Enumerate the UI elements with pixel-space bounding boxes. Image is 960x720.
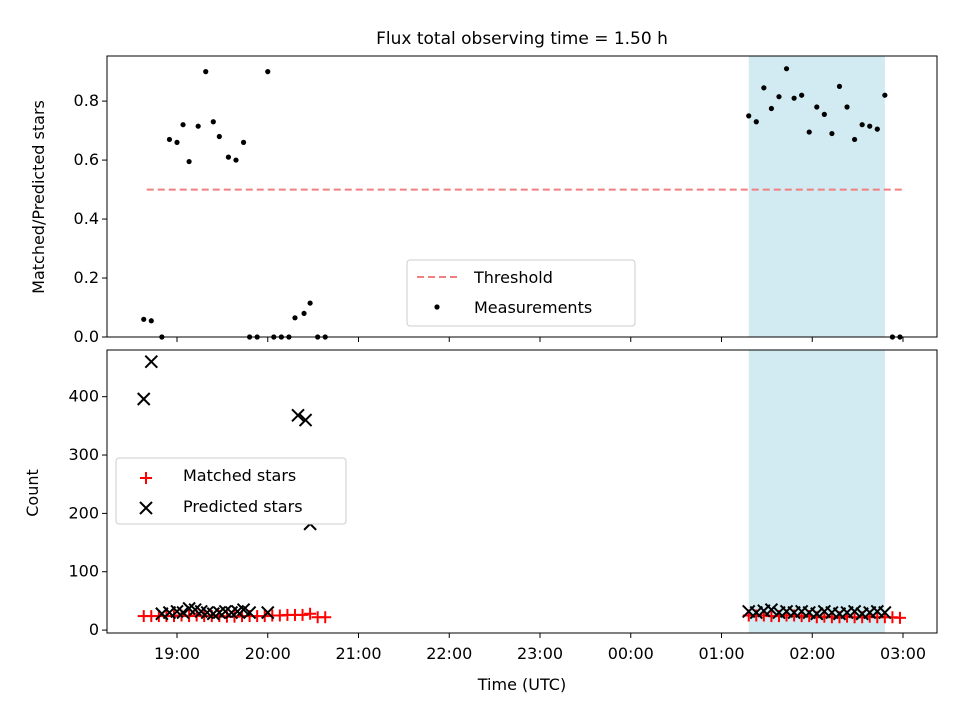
x-tick-label: 20:00 — [245, 644, 291, 663]
top-legend: Threshold Measurements — [406, 259, 636, 327]
legend-measurements-swatch — [434, 304, 440, 310]
measurement-point — [806, 129, 812, 135]
matched-star-point — [304, 607, 317, 620]
measurement-point — [821, 111, 827, 117]
x-axis-label: Time (UTC) — [477, 675, 566, 694]
measurement-point — [180, 122, 186, 128]
x-tick-label: 01:00 — [698, 644, 744, 663]
measurement-point — [186, 158, 192, 165]
measurement-point — [768, 105, 775, 112]
predicted-stars-series — [137, 354, 892, 621]
matched-star-point — [893, 611, 906, 624]
measurement-point — [829, 130, 835, 137]
measurement-point — [195, 123, 201, 129]
x-tick-label: 19:00 — [154, 644, 200, 663]
measurement-point — [844, 104, 850, 110]
measurement-point — [240, 139, 247, 145]
x-tick-label: 23:00 — [517, 644, 563, 663]
y-tick-label: 300 — [68, 445, 99, 464]
predicted-star-point — [810, 607, 824, 621]
measurement-point — [783, 66, 790, 72]
y-tick-label: 0.6 — [74, 150, 99, 169]
top-legend-box — [406, 259, 636, 327]
y-tick-label: 0 — [89, 620, 99, 639]
predicted-star-point — [878, 605, 892, 620]
measurement-point — [882, 92, 888, 98]
measurement-point — [791, 95, 797, 101]
predicted-star-point — [847, 604, 862, 619]
y-tick-label: 400 — [68, 387, 99, 406]
top-panel: 0.00.20.40.60.8 Matched/Predicted stars … — [29, 55, 938, 346]
predicted-star-point — [291, 408, 305, 423]
measurement-point — [203, 69, 209, 75]
predicted-star-point — [144, 354, 158, 369]
measurement-point — [874, 126, 880, 132]
measurement-point — [746, 113, 752, 119]
top-y-axis-label: Matched/Predicted stars — [29, 100, 48, 294]
x-tick-label: 22:00 — [426, 644, 472, 663]
legend-matched-label: Matched stars — [183, 466, 296, 485]
x-tick-label: 00:00 — [608, 644, 654, 663]
measurement-point — [225, 154, 232, 160]
bottom-panel: 0 100 200 300 400 19:00 20:00 21:00 22:00 23:00 0… — [23, 349, 938, 694]
matched-star-point — [296, 608, 309, 621]
predicted-star-point — [298, 413, 313, 427]
legend-measurements-label: Measurements — [474, 298, 592, 317]
top-panel-frame — [106, 55, 938, 338]
measurement-point — [174, 139, 180, 145]
measurement-point — [836, 83, 843, 89]
legend-predicted-label: Predicted stars — [183, 497, 303, 516]
legend-matched-swatch — [140, 472, 152, 484]
y-tick-label: 0.2 — [74, 268, 99, 287]
measurement-point — [233, 157, 239, 163]
top-x-ticks — [176, 337, 904, 342]
measurement-point — [216, 133, 222, 140]
bottom-legend-box — [115, 457, 347, 525]
y-tick-label: 0.8 — [74, 91, 99, 110]
predicted-star-point — [261, 605, 275, 620]
y-tick-label: 0.0 — [74, 327, 99, 346]
chart-title: Flux total observing time = 1.50 h — [376, 29, 668, 49]
bottom-x-axis: 19:00 20:00 21:00 22:00 23:00 00:00 01:00 02:00… — [154, 633, 926, 663]
bottom-highlight-span — [748, 350, 885, 633]
legend-predicted-swatch — [139, 501, 153, 515]
y-tick-label: 200 — [68, 503, 99, 522]
predicted-star-point — [137, 392, 151, 406]
measurement-point — [753, 119, 759, 125]
y-tick-label: 100 — [68, 562, 99, 581]
x-tick-label: 21:00 — [335, 644, 381, 663]
measurement-point — [141, 316, 147, 322]
predicted-star-point — [764, 602, 779, 617]
top-y-axis: 0.0 0.2 0.4 0.6 0.8 — [74, 91, 107, 346]
measurement-point — [301, 310, 307, 317]
measurement-point — [292, 315, 298, 321]
measurement-point — [166, 136, 173, 143]
predicted-star-point — [176, 605, 190, 620]
bottom-panel-frame — [106, 349, 938, 634]
x-tick-label: 03:00 — [880, 644, 926, 663]
matched-star-point — [319, 611, 332, 624]
x-tick-label: 02:00 — [789, 644, 835, 663]
measurement-point — [814, 104, 820, 110]
measurement-point — [148, 318, 154, 324]
bottom-y-axis: 0 100 200 300 400 — [68, 387, 107, 639]
measurement-point — [307, 300, 313, 306]
measurement-point — [210, 119, 216, 125]
measurement-point — [761, 85, 767, 91]
measurement-point — [867, 123, 873, 129]
bottom-legend: Matched stars Predicted stars — [115, 457, 347, 525]
legend-threshold-label: Threshold — [473, 268, 553, 287]
y-tick-label: 0.4 — [74, 209, 99, 228]
top-highlight-span — [748, 56, 885, 337]
measurement-point — [852, 136, 858, 143]
measurement-point — [265, 69, 271, 75]
measurement-point — [776, 94, 782, 100]
measurement-point — [799, 92, 805, 98]
bottom-y-axis-label: Count — [23, 469, 42, 517]
measurement-point — [859, 122, 865, 128]
predicted-star-point — [242, 605, 257, 620]
